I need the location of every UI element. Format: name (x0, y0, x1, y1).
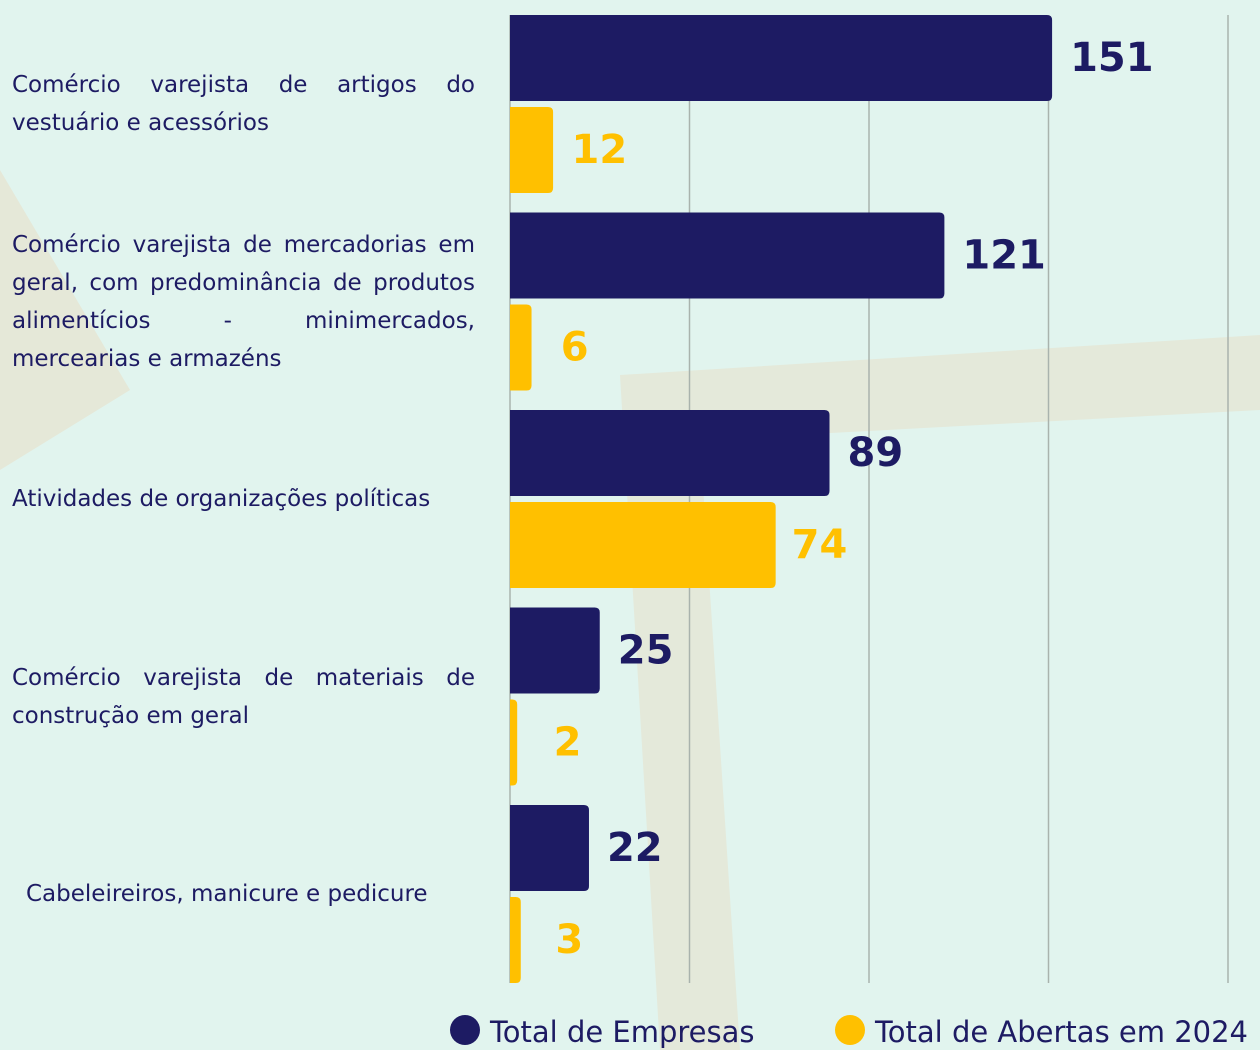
bar (510, 304, 532, 391)
category-text: Atividades de organizações políticas (12, 486, 431, 512)
value-label: 151 (1070, 35, 1154, 81)
value-label: 12 (572, 127, 628, 173)
value-label: 6 (561, 325, 589, 371)
bar (510, 107, 554, 193)
value-label: 3 (555, 917, 583, 963)
bar (510, 410, 830, 496)
category-label: Comércio varejista de materiais de const… (12, 608, 475, 786)
bar (510, 607, 600, 694)
bar (510, 212, 945, 299)
legend-label: Total de Abertas em 2024 (874, 1015, 1248, 1049)
category-label: Cabeleireiros, manicure e pedicure (26, 805, 466, 983)
category-text: Comércio varejista de mercadorias em ger… (12, 231, 475, 372)
decor (0, 170, 130, 470)
category-label: Atividades de organizações políticas (12, 410, 475, 588)
category-text: Cabeleireiros, manicure e pedicure (26, 881, 428, 907)
category-text: Comércio varejista de artigos do vestuár… (12, 72, 475, 136)
decor (620, 335, 1260, 1050)
bar (510, 805, 589, 891)
value-label: 121 (962, 233, 1046, 279)
category-text: Comércio varejista de materiais de const… (12, 664, 475, 729)
legend-label: Total de Empresas (489, 1015, 755, 1049)
bar (510, 15, 1053, 101)
bar (510, 502, 776, 588)
category-label: Comércio varejista de artigos do vestuár… (12, 15, 475, 193)
bar (510, 699, 518, 786)
bar (510, 897, 521, 983)
legend-marker (450, 1015, 480, 1045)
value-label: 74 (792, 522, 848, 568)
category-label: Comércio varejista de mercadorias em ger… (12, 213, 475, 391)
legend-marker (835, 1015, 865, 1045)
value-label: 22 (607, 825, 663, 871)
value-label: 25 (618, 628, 674, 674)
value-label: 89 (848, 430, 904, 476)
value-label: 2 (554, 720, 582, 766)
